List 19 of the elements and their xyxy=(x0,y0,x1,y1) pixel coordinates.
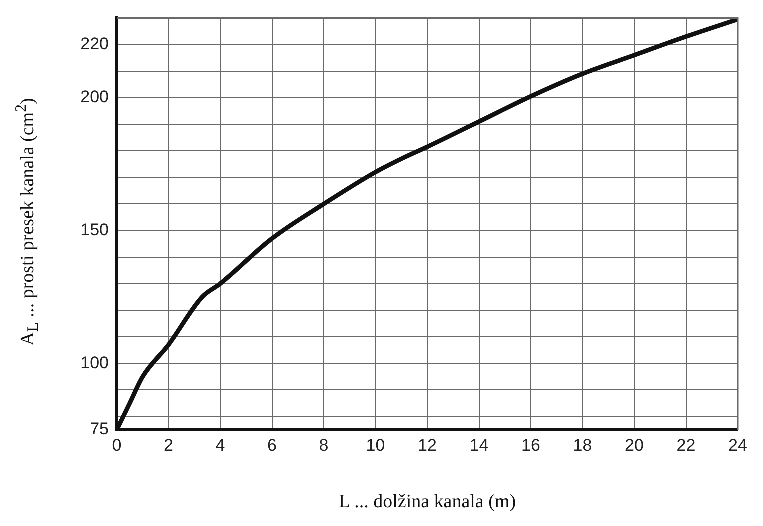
x-tick-label: 0 xyxy=(112,436,122,455)
x-tick-label: 16 xyxy=(522,436,540,455)
x-tick-label: 22 xyxy=(676,436,696,455)
x-tick-label: 6 xyxy=(268,436,277,455)
y-tick-label: 100 xyxy=(80,353,109,372)
x-tick-label: 20 xyxy=(625,436,644,455)
y-tick-label: 150 xyxy=(80,220,109,240)
x-tick-label: 14 xyxy=(470,436,489,455)
x-tick-label: 12 xyxy=(418,436,437,455)
x-tick-label: 10 xyxy=(366,436,386,455)
x-tick-label: 18 xyxy=(573,436,592,455)
x-tick-label: 24 xyxy=(728,436,748,455)
y-tick-label: 75 xyxy=(90,420,109,439)
x-tick-label: 8 xyxy=(319,436,329,455)
x-tick-label: 2 xyxy=(164,436,174,455)
y-tick-label: 220 xyxy=(80,34,109,54)
x-tick-label: 4 xyxy=(216,436,226,455)
y-tick-label: 200 xyxy=(80,88,109,107)
x-axis-title: L ... dolžina kanala (m) xyxy=(338,492,516,513)
